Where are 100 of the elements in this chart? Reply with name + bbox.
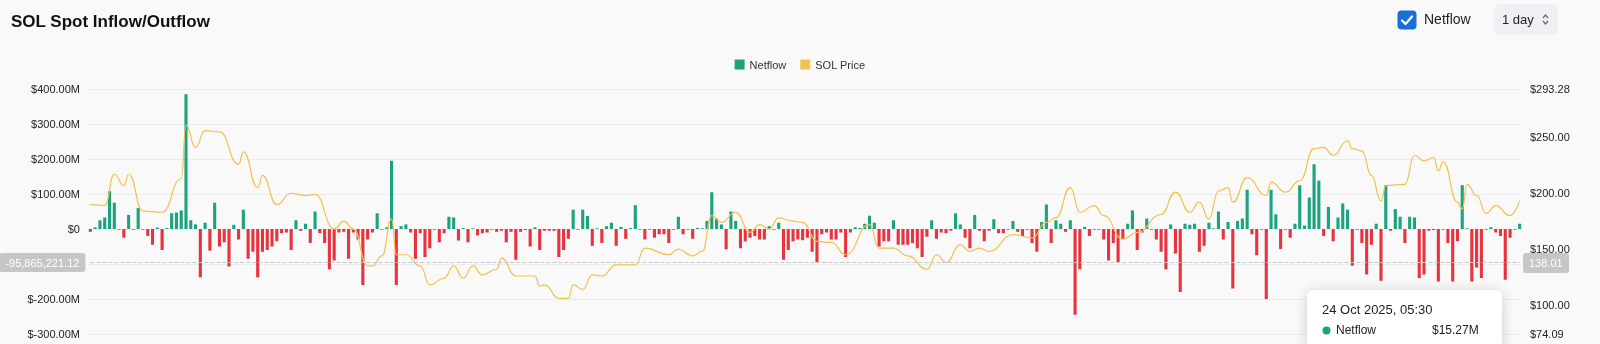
bar xyxy=(1322,229,1326,236)
bar xyxy=(476,229,480,236)
bar xyxy=(1331,229,1335,242)
bar xyxy=(973,215,977,229)
bar xyxy=(456,229,460,241)
bar xyxy=(394,229,398,285)
bar xyxy=(1312,164,1316,229)
bar xyxy=(404,224,408,229)
bar xyxy=(691,229,695,239)
bar xyxy=(1011,220,1015,229)
legend-label: Netflow xyxy=(749,58,787,71)
bar xyxy=(194,224,198,229)
ref-line-label: -95,865,221.12 xyxy=(5,256,80,269)
bar xyxy=(1360,229,1364,243)
bar xyxy=(681,229,685,235)
bar xyxy=(1193,223,1197,229)
bar xyxy=(413,229,417,259)
bar xyxy=(1379,229,1383,281)
bar xyxy=(901,229,905,245)
annotation: Netflow xyxy=(1336,323,1377,337)
annotation: $15.27M xyxy=(1432,323,1479,337)
bar xyxy=(323,229,327,243)
bar xyxy=(313,211,317,229)
bar xyxy=(366,229,370,240)
bar xyxy=(915,229,919,249)
line-series xyxy=(89,124,1521,299)
bar xyxy=(891,220,895,229)
text: 1 day xyxy=(1502,12,1534,27)
bar xyxy=(480,229,484,234)
bar xyxy=(1087,229,1091,236)
bar xyxy=(762,229,766,240)
bar xyxy=(127,215,131,229)
bar xyxy=(1518,223,1522,229)
bar xyxy=(399,226,403,229)
bar xyxy=(1202,229,1206,246)
bar xyxy=(781,229,786,260)
bar xyxy=(1001,229,1005,234)
bar xyxy=(1245,189,1249,229)
bar xyxy=(256,229,260,278)
bar xyxy=(1173,229,1177,254)
bar xyxy=(1422,229,1426,275)
bar xyxy=(566,229,570,239)
bar xyxy=(466,229,470,243)
bar xyxy=(805,229,809,238)
bar xyxy=(1049,229,1053,243)
y-tick-label: $300.00M xyxy=(31,118,80,130)
chart-title: SOL Spot Inflow/Outflow xyxy=(11,12,211,31)
bar xyxy=(198,229,202,278)
bar xyxy=(1164,229,1168,270)
bar xyxy=(170,213,174,229)
bar xyxy=(777,222,781,229)
bar xyxy=(571,209,575,229)
bar xyxy=(1403,229,1407,243)
bar xyxy=(174,212,178,229)
bar xyxy=(1240,218,1244,229)
bar xyxy=(1226,222,1230,229)
bar xyxy=(447,216,451,229)
bar xyxy=(1365,229,1369,275)
bar xyxy=(734,220,738,229)
bar xyxy=(1073,229,1077,315)
bar xyxy=(88,229,92,232)
bar xyxy=(614,229,618,246)
bar xyxy=(184,94,188,229)
bar xyxy=(624,229,628,239)
bar xyxy=(1169,224,1173,229)
bar xyxy=(375,213,379,229)
bar xyxy=(997,229,1001,234)
bar xyxy=(1345,209,1350,229)
bar xyxy=(1455,229,1460,242)
bar xyxy=(1269,189,1273,229)
bar xyxy=(112,202,116,229)
bar xyxy=(318,229,322,234)
bar xyxy=(1326,206,1330,229)
bar xyxy=(1369,229,1373,245)
bar xyxy=(1207,222,1211,229)
text: 138.01 xyxy=(1529,257,1563,269)
bar xyxy=(590,229,594,246)
bar xyxy=(724,229,728,250)
bar xyxy=(136,208,140,229)
bar xyxy=(1236,220,1240,229)
bar xyxy=(1264,229,1268,299)
bar xyxy=(1479,229,1483,278)
bar xyxy=(954,213,958,229)
bar xyxy=(1408,216,1412,229)
bar xyxy=(1063,229,1068,232)
bar xyxy=(208,229,212,251)
bar xyxy=(911,229,915,243)
bar xyxy=(1288,229,1292,238)
bar xyxy=(495,229,499,232)
bar xyxy=(992,219,996,229)
bar xyxy=(122,229,126,238)
bar xyxy=(519,229,523,232)
bar xyxy=(633,205,637,229)
bar xyxy=(227,229,231,267)
bar xyxy=(1350,229,1354,266)
y-tick-label: $-200.00M xyxy=(27,293,80,305)
bar xyxy=(1130,210,1134,229)
bar xyxy=(538,229,542,250)
text: Netflow xyxy=(1424,11,1471,27)
bar xyxy=(1412,217,1416,229)
